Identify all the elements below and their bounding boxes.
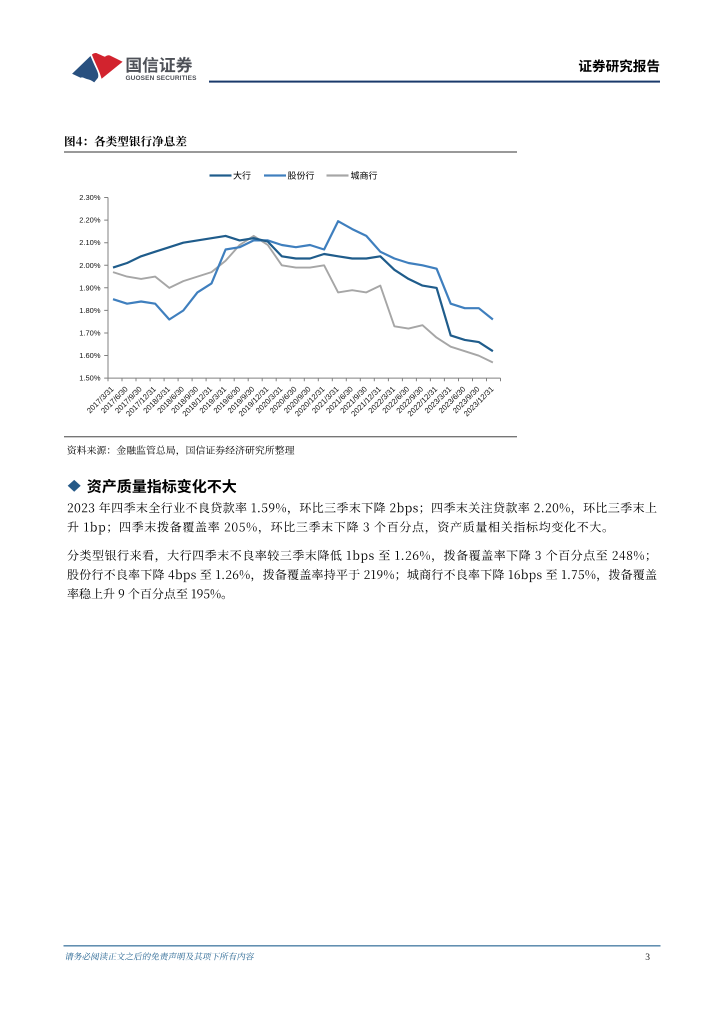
svg-text:2.00%: 2.00%	[79, 261, 101, 270]
svg-text:2.20%: 2.20%	[79, 216, 101, 225]
svg-text:2.10%: 2.10%	[79, 238, 101, 247]
svg-text:1.50%: 1.50%	[79, 374, 101, 383]
svg-text:1.90%: 1.90%	[79, 283, 101, 292]
svg-text:3: 3	[645, 953, 650, 963]
svg-text:GUOSEN SECURITIES: GUOSEN SECURITIES	[126, 75, 198, 82]
svg-text:1.60%: 1.60%	[79, 351, 101, 360]
svg-text:1.70%: 1.70%	[79, 329, 101, 338]
svg-text:1.80%: 1.80%	[79, 306, 101, 315]
svg-text:2.30%: 2.30%	[79, 193, 101, 202]
